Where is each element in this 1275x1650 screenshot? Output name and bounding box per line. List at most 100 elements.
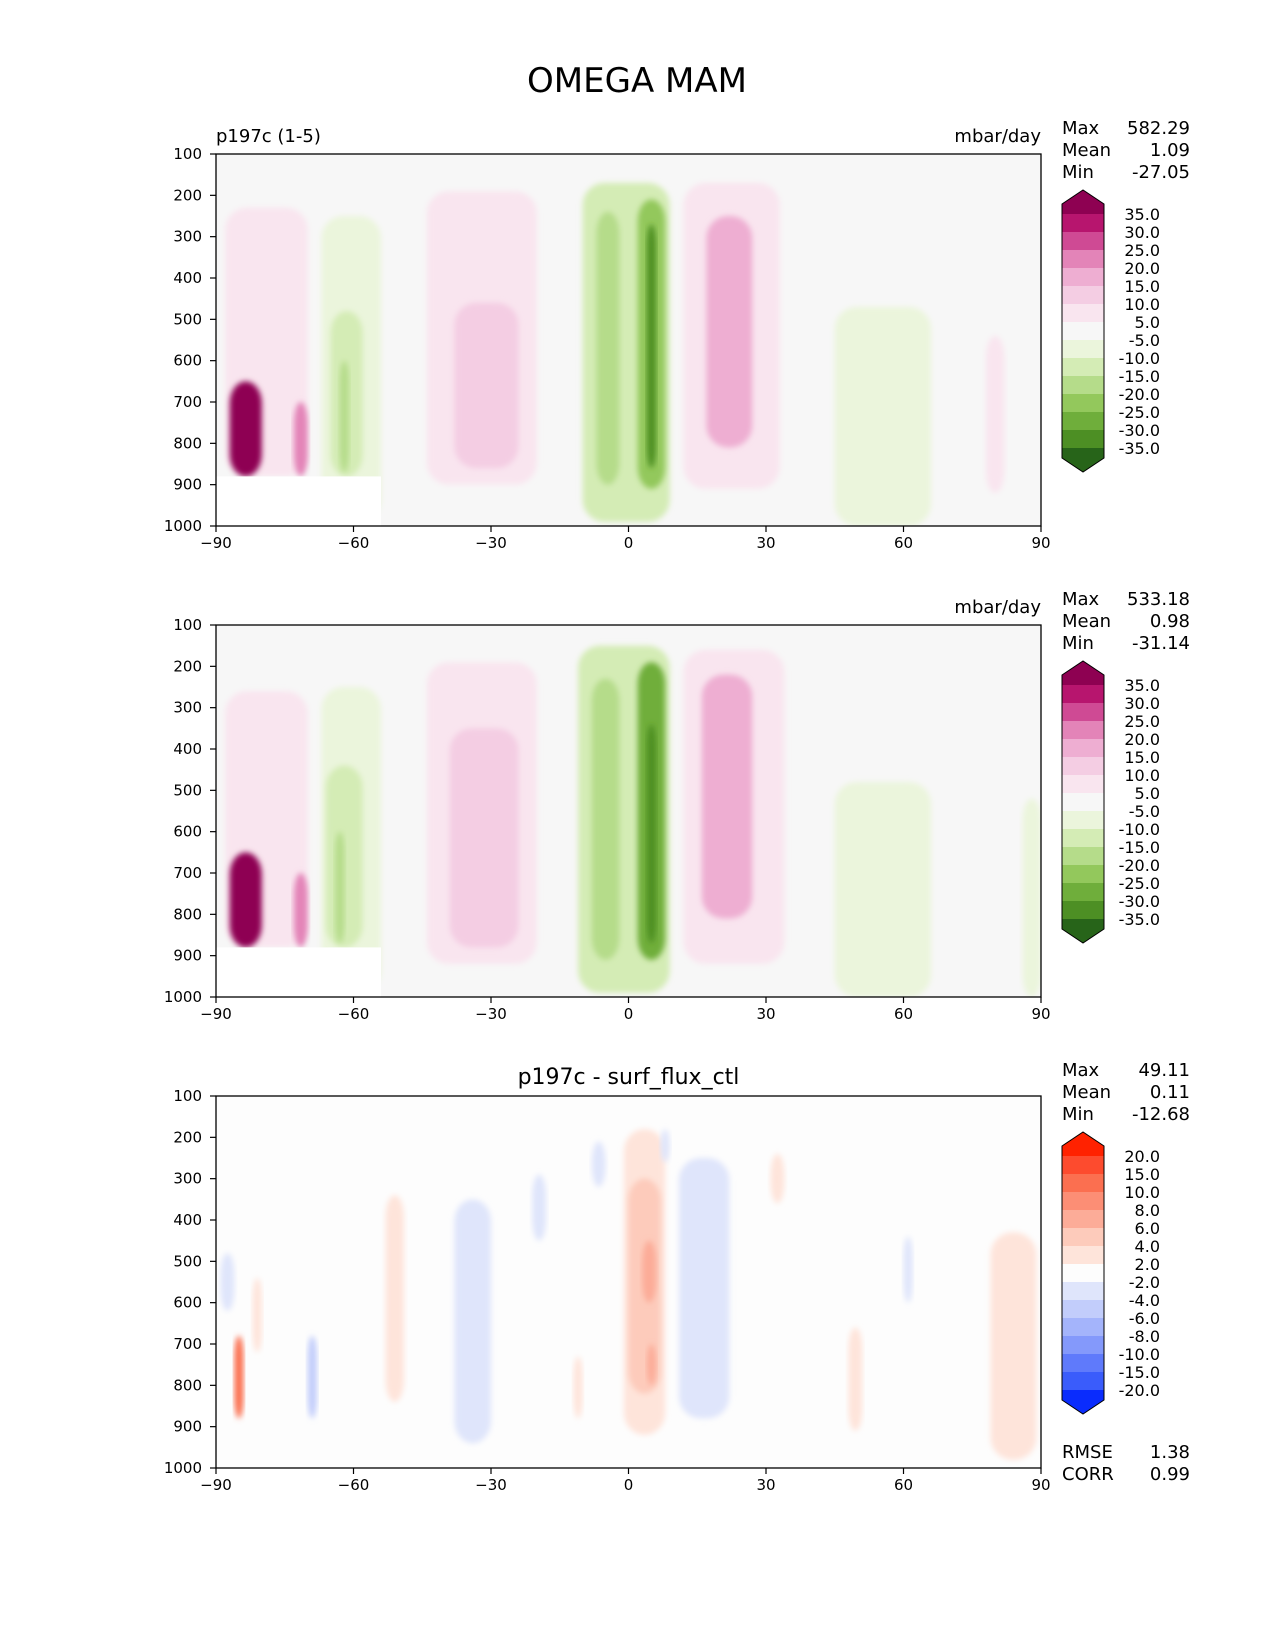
colorbar-tick-label: -25.0 — [1119, 403, 1160, 422]
colorbar-tick-label: -5.0 — [1129, 331, 1160, 350]
colorbar-segment — [1062, 232, 1104, 251]
colorbar-extend-min — [1062, 448, 1104, 472]
y-tick-label: 100 — [173, 1087, 202, 1105]
colorbar-segment — [1062, 703, 1104, 722]
missing-data-region — [216, 476, 381, 526]
colorbar-extend-max — [1062, 661, 1104, 685]
colorbar-tick-label: -35.0 — [1119, 910, 1160, 929]
x-tick-label: −60 — [338, 1476, 370, 1494]
colorbar: 35.030.025.020.015.010.05.0-5.0-10.0-15.… — [1061, 660, 1160, 944]
stat-value: 49.11 — [1138, 1060, 1190, 1081]
y-tick-label: 100 — [173, 145, 202, 163]
colorbar-segment — [1062, 901, 1104, 920]
x-tick-label: 90 — [1031, 1005, 1050, 1023]
contour-region — [234, 1335, 244, 1419]
contour-region — [903, 1236, 913, 1303]
colorbar-tick-label: 10.0 — [1124, 1183, 1160, 1202]
contour-region — [573, 1356, 583, 1419]
y-tick-label: 500 — [173, 310, 202, 328]
y-tick-label: 800 — [173, 905, 202, 923]
stat-label: Min — [1062, 633, 1094, 654]
colorbar-segment — [1062, 811, 1104, 830]
colorbar-outline — [1061, 1131, 1105, 1415]
colorbar-segment — [1062, 430, 1104, 449]
y-tick-label: 700 — [173, 864, 202, 882]
y-tick-label: 200 — [173, 186, 202, 204]
contour-region — [834, 306, 931, 526]
colorbar-tick-label: 10.0 — [1124, 295, 1160, 314]
colorbar-extend-min — [1062, 919, 1104, 943]
stat-label: CORR — [1062, 1464, 1114, 1485]
colorbar-tick-label: 8.0 — [1135, 1201, 1160, 1220]
colorbar-segment — [1062, 1210, 1104, 1229]
colorbar-segment — [1062, 214, 1104, 233]
colorbar-tick-label: -30.0 — [1119, 421, 1160, 440]
x-tick-label: 0 — [624, 534, 634, 552]
panel-title: p197c - surf_flux_ctl — [518, 1065, 740, 1090]
colorbar-segment — [1062, 1354, 1104, 1373]
colorbar-segment — [1062, 685, 1104, 704]
colorbar-outline — [1061, 189, 1105, 473]
missing-data-region — [216, 947, 381, 997]
x-tick-label: −90 — [200, 1005, 232, 1023]
colorbar-segment — [1062, 883, 1104, 902]
y-tick-label: 200 — [173, 1128, 202, 1146]
panel-difference: −90 −60 −30 0 30 60 90 100 200 300 400 500 600 700 800… — [164, 1060, 1190, 1494]
colorbar-segment — [1062, 1192, 1104, 1211]
contour-region — [229, 381, 262, 477]
colorbar-tick-label: -5.0 — [1129, 802, 1160, 821]
colorbar-segment — [1062, 1228, 1104, 1247]
contour-region — [454, 1199, 491, 1444]
x-tick-label: −30 — [475, 1005, 507, 1023]
x-tick-label: 0 — [624, 1005, 634, 1023]
colorbar-tick-label: 30.0 — [1124, 223, 1160, 242]
colorbar-extend-min — [1062, 1390, 1104, 1414]
colorbar-segment — [1062, 1282, 1104, 1301]
colorbar-tick-label: 6.0 — [1135, 1219, 1160, 1238]
colorbar-tick-label: 20.0 — [1124, 730, 1160, 749]
stat-label: RMSE — [1062, 1442, 1113, 1463]
stat-value: 533.18 — [1127, 589, 1190, 610]
colorbar-tick-label: -10.0 — [1119, 349, 1160, 368]
contour-region — [646, 224, 656, 469]
units-label: mbar/day — [954, 597, 1041, 618]
figure-title: OMEGA MAM — [527, 61, 747, 101]
colorbar-segment — [1062, 1318, 1104, 1337]
contour-region — [220, 1253, 235, 1311]
colorbar-tick-label: 35.0 — [1124, 205, 1160, 224]
contour-region — [646, 1344, 656, 1386]
colorbar-segment — [1062, 739, 1104, 758]
colorbar-tick-label: 15.0 — [1124, 1165, 1160, 1184]
contour-region — [591, 678, 620, 960]
x-tick-label: −60 — [338, 1005, 370, 1023]
x-tick-label: −90 — [200, 534, 232, 552]
colorbar-segment — [1062, 1246, 1104, 1265]
colorbar-tick-label: 30.0 — [1124, 694, 1160, 713]
y-tick-label: 1000 — [164, 988, 202, 1006]
contour-region — [596, 211, 620, 485]
x-tick-label: −60 — [338, 534, 370, 552]
y-tick-label: 300 — [173, 1170, 202, 1188]
colorbar-tick-label: 20.0 — [1124, 259, 1160, 278]
colorbar-tick-label: 15.0 — [1124, 748, 1160, 767]
contour-region — [293, 402, 308, 477]
stat-value: -27.05 — [1132, 162, 1190, 183]
colorbar-segment — [1062, 340, 1104, 359]
y-tick-label: 300 — [173, 699, 202, 717]
x-tick-label: −30 — [475, 534, 507, 552]
colorbar-tick-label: -20.0 — [1119, 385, 1160, 404]
y-tick-label: 1000 — [164, 1459, 202, 1477]
stat-label: Max — [1062, 1060, 1100, 1081]
stat-value: 0.99 — [1150, 1464, 1190, 1485]
contour-region — [252, 1277, 262, 1353]
colorbar-tick-label: 25.0 — [1124, 241, 1160, 260]
x-tick-label: −30 — [475, 1476, 507, 1494]
stat-value: -12.68 — [1132, 1104, 1190, 1125]
contour-region — [660, 1129, 670, 1163]
stat-value: 0.11 — [1150, 1082, 1190, 1103]
y-tick-label: 800 — [173, 434, 202, 452]
colorbar-extend-max — [1062, 1132, 1104, 1156]
contour-region — [646, 724, 656, 944]
stat-label: Mean — [1062, 611, 1111, 632]
y-tick-label: 300 — [173, 228, 202, 246]
